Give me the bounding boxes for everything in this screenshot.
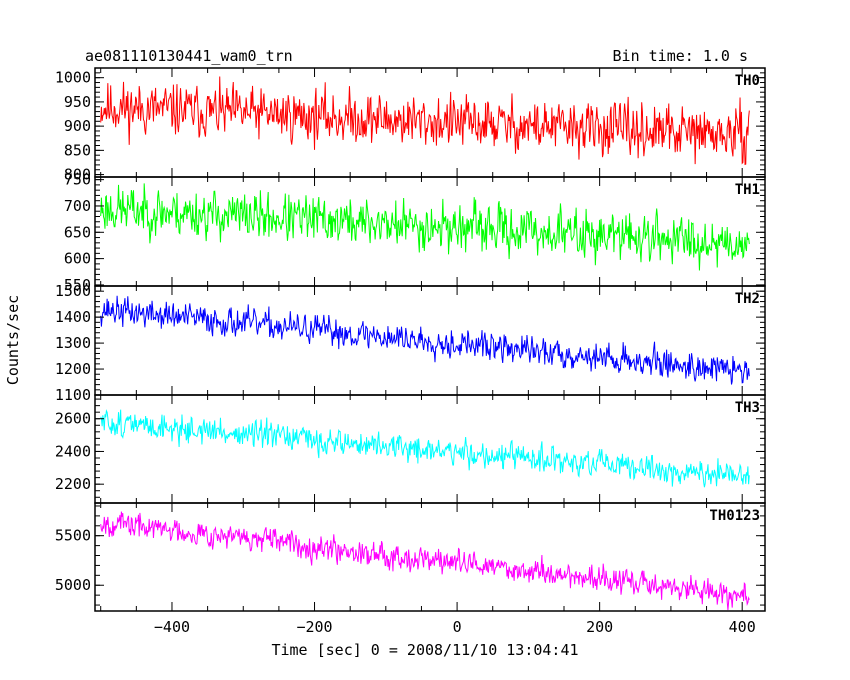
y-tick-label: 1300	[55, 334, 91, 352]
series-line-th0123	[100, 511, 750, 611]
y-tick-label: 600	[64, 250, 91, 268]
y-tick-label: 1200	[55, 360, 91, 378]
panel-frame	[94, 176, 766, 287]
y-tick-label: 550	[64, 276, 91, 294]
panel-frame	[94, 502, 766, 612]
panel-th0: 1000 950 900 850 800 TH0	[55, 67, 766, 184]
x-tick-label: 0	[453, 618, 462, 636]
y-tick-label: 2200	[55, 475, 91, 493]
y-tick-label: 1500	[55, 282, 91, 300]
x-tick-label: 200	[586, 618, 613, 636]
y-axis-label: Counts/sec	[4, 295, 22, 385]
y-tick-label: 1000	[55, 69, 91, 87]
y-tick-label: 950	[64, 93, 91, 111]
x-axis-label: Time [sec] 0 = 2008/11/10 13:04:41	[271, 641, 578, 659]
y-tick-label: 750	[64, 171, 91, 189]
y-tick-label: 850	[64, 141, 91, 159]
series-line-th3	[100, 409, 750, 488]
y-tick-label: 1100	[55, 386, 91, 404]
panel-th1: 750 700 650 600 550 TH1	[64, 171, 766, 294]
y-tick-label: 2600	[55, 410, 91, 428]
panel-label: TH3	[735, 400, 760, 416]
y-tick-label: 2400	[55, 442, 91, 460]
series-line-th2	[100, 295, 750, 385]
series-line-th1	[100, 183, 750, 271]
y-tick-label: 650	[64, 223, 91, 241]
x-tick-label: −400	[154, 618, 190, 636]
panel-th3: 2600 2400 2200 TH3	[55, 394, 766, 504]
series-line-th0	[100, 76, 750, 166]
x-tick-label: −200	[296, 618, 332, 636]
panel-frame	[94, 285, 766, 396]
chart-title: ae081110130441_wam0_trn	[85, 47, 293, 65]
y-tick-label: 1400	[55, 308, 91, 326]
panel-label: TH1	[735, 182, 760, 198]
y-tick-label: 800	[64, 166, 91, 184]
y-tick-label: 900	[64, 117, 91, 135]
panel-label: TH0	[735, 73, 760, 89]
panels-group: 1000 950 900 850 800 TH0 750 700 650 600 550 TH1 150…	[55, 67, 766, 612]
x-tick-label: 400	[729, 618, 756, 636]
panel-label: TH0123	[709, 508, 760, 524]
panel-label: TH2	[735, 291, 760, 307]
panel-frame	[94, 67, 766, 178]
y-tick-label: 700	[64, 197, 91, 215]
bin-time-label: Bin time: 1.0 s	[613, 47, 748, 65]
panel-th2: 1500 1400 1300 1200 1100 TH2	[55, 282, 766, 404]
y-tick-label: 5500	[55, 527, 91, 545]
y-tick-label: 5000	[55, 576, 91, 594]
x-axis: −400 −200 0 200 400	[154, 618, 756, 636]
panel-th0123: 5500 5000 TH0123	[55, 502, 766, 612]
